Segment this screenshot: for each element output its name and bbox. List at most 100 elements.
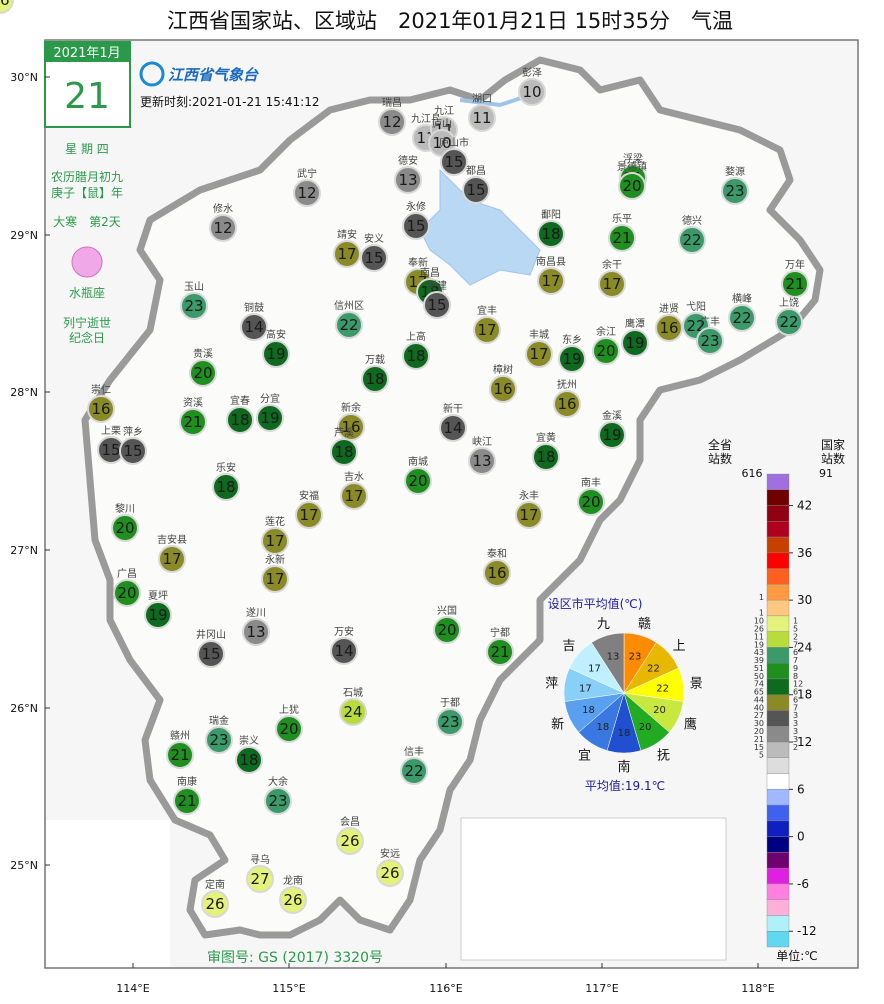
station-name: 分宜 bbox=[260, 392, 280, 405]
colorbar-bin bbox=[766, 631, 790, 648]
station-name: 万安 bbox=[334, 625, 354, 638]
station-value: 11 bbox=[472, 109, 491, 127]
national-count: 91 bbox=[819, 467, 833, 480]
station-bubble bbox=[242, 618, 270, 646]
station-bubble bbox=[532, 443, 560, 471]
station-bubble bbox=[775, 308, 803, 336]
lunar-date: 农历腊月初九 bbox=[51, 170, 123, 184]
station-name: 余江 bbox=[596, 325, 616, 338]
station-name: 吉水 bbox=[344, 471, 364, 483]
station-name: 宜春 bbox=[230, 394, 250, 407]
station-name: 萍乡 bbox=[123, 426, 143, 438]
colorbar-bin bbox=[766, 867, 790, 885]
station-value: 16 bbox=[493, 380, 512, 398]
station-name: 永新 bbox=[265, 553, 285, 566]
station-value: 10 bbox=[522, 83, 541, 101]
national-bin-count: 7 bbox=[793, 703, 798, 712]
total-bin-count: 5 bbox=[759, 751, 764, 760]
colorbar-bin bbox=[766, 931, 790, 948]
station-value: 17 bbox=[344, 487, 363, 505]
pie-sector-label: 抚 bbox=[657, 748, 670, 763]
colorbar-tick-label: 12 bbox=[797, 735, 812, 749]
station-bubble bbox=[180, 292, 208, 320]
station-bubble bbox=[173, 787, 201, 815]
station-name: 景德镇 bbox=[617, 160, 647, 173]
station-name: 广丰 bbox=[700, 315, 720, 328]
station-value: 26 bbox=[0, 0, 10, 9]
station-bubble bbox=[339, 698, 367, 726]
colorbar-bin bbox=[766, 505, 790, 522]
station-bubble bbox=[197, 640, 225, 668]
station-value: 21 bbox=[785, 275, 804, 293]
total-bin-count: 30 bbox=[754, 719, 764, 728]
station-name: 寻乌 bbox=[250, 853, 270, 866]
station-value: 22 bbox=[732, 309, 751, 327]
national-bin-count: 2 bbox=[793, 743, 798, 752]
national-header: 国家 bbox=[821, 437, 845, 452]
station-value: 21 bbox=[612, 229, 631, 247]
station-bubble bbox=[336, 827, 364, 855]
national-bin-count: 6 bbox=[793, 688, 798, 697]
station-value: 17 bbox=[602, 275, 621, 293]
colorbar-bin bbox=[766, 836, 790, 853]
station-bubble bbox=[608, 224, 636, 252]
blank-area bbox=[46, 820, 170, 967]
station-name: 东乡 bbox=[562, 333, 582, 346]
station-value: 23 bbox=[725, 182, 744, 200]
colorbar-bin bbox=[766, 647, 790, 664]
station-bubble bbox=[330, 438, 358, 466]
station-value: 17 bbox=[529, 345, 548, 363]
station-value: 18 bbox=[541, 225, 560, 243]
station-value: 13 bbox=[246, 623, 265, 641]
lat-label: 29°N bbox=[10, 229, 38, 242]
colorbar-bin bbox=[766, 473, 790, 490]
station-value: 18 bbox=[230, 411, 249, 429]
colorbar-bin bbox=[766, 536, 790, 554]
station-bubble bbox=[518, 78, 546, 106]
station-name: 鹰潭 bbox=[625, 317, 645, 330]
calendar-header bbox=[45, 42, 130, 62]
total-count: 616 bbox=[742, 467, 763, 480]
station-name: 庐山市 bbox=[439, 136, 469, 149]
pie-sector-label: 宜 bbox=[578, 748, 591, 763]
station-value: 15 bbox=[364, 249, 383, 267]
colorbar-bin bbox=[766, 789, 790, 806]
station-value: 20 bbox=[408, 472, 427, 490]
station-name: 吉安县 bbox=[157, 533, 187, 546]
national-bin-count: 6 bbox=[793, 648, 798, 657]
national-bin-count: 3 bbox=[793, 711, 798, 720]
stations: 彭泽10瑞昌12九江县11九江11庐山10湖口11庐山市15德安13都昌15武宁… bbox=[0, 0, 809, 918]
station-bubble bbox=[262, 340, 290, 368]
station-value: 17 bbox=[265, 570, 284, 588]
colorbar-tick-label: 42 bbox=[797, 499, 812, 513]
station-bubble bbox=[0, 0, 14, 14]
station-name: 修水 bbox=[213, 202, 233, 215]
station-bubble bbox=[189, 359, 217, 387]
station-name: 鄱阳 bbox=[541, 208, 561, 221]
calendar-month: 2021年1月 bbox=[53, 46, 120, 61]
colorbar-bin bbox=[766, 584, 790, 601]
station-value: 12 bbox=[213, 219, 232, 237]
station-name: 德安 bbox=[398, 154, 418, 167]
station-value: 17 bbox=[541, 272, 560, 290]
total-bin-count: 26 bbox=[754, 625, 764, 634]
station-value: 23 bbox=[184, 297, 203, 315]
station-name: 上饶 bbox=[779, 296, 799, 309]
total-bin-count: 21 bbox=[754, 735, 764, 744]
station-bubble bbox=[201, 890, 229, 918]
station-value: 18 bbox=[536, 448, 555, 466]
pie-sector-label: 鹰 bbox=[684, 716, 697, 732]
total-bin-count: 10 bbox=[754, 617, 764, 626]
station-name: 南丰 bbox=[581, 476, 601, 489]
station-name: 乐平 bbox=[612, 213, 632, 225]
station-value: 15 bbox=[427, 296, 446, 314]
station-bubble bbox=[515, 501, 543, 529]
station-name: 浮梁 bbox=[623, 152, 643, 165]
colorbar-tick-label: 30 bbox=[797, 593, 812, 607]
station-bubble bbox=[728, 304, 756, 332]
station-name: 大余 bbox=[268, 775, 288, 788]
station-value: 16 bbox=[659, 319, 678, 337]
station-value: 19 bbox=[625, 334, 644, 352]
station-name: 龙南 bbox=[283, 874, 303, 887]
